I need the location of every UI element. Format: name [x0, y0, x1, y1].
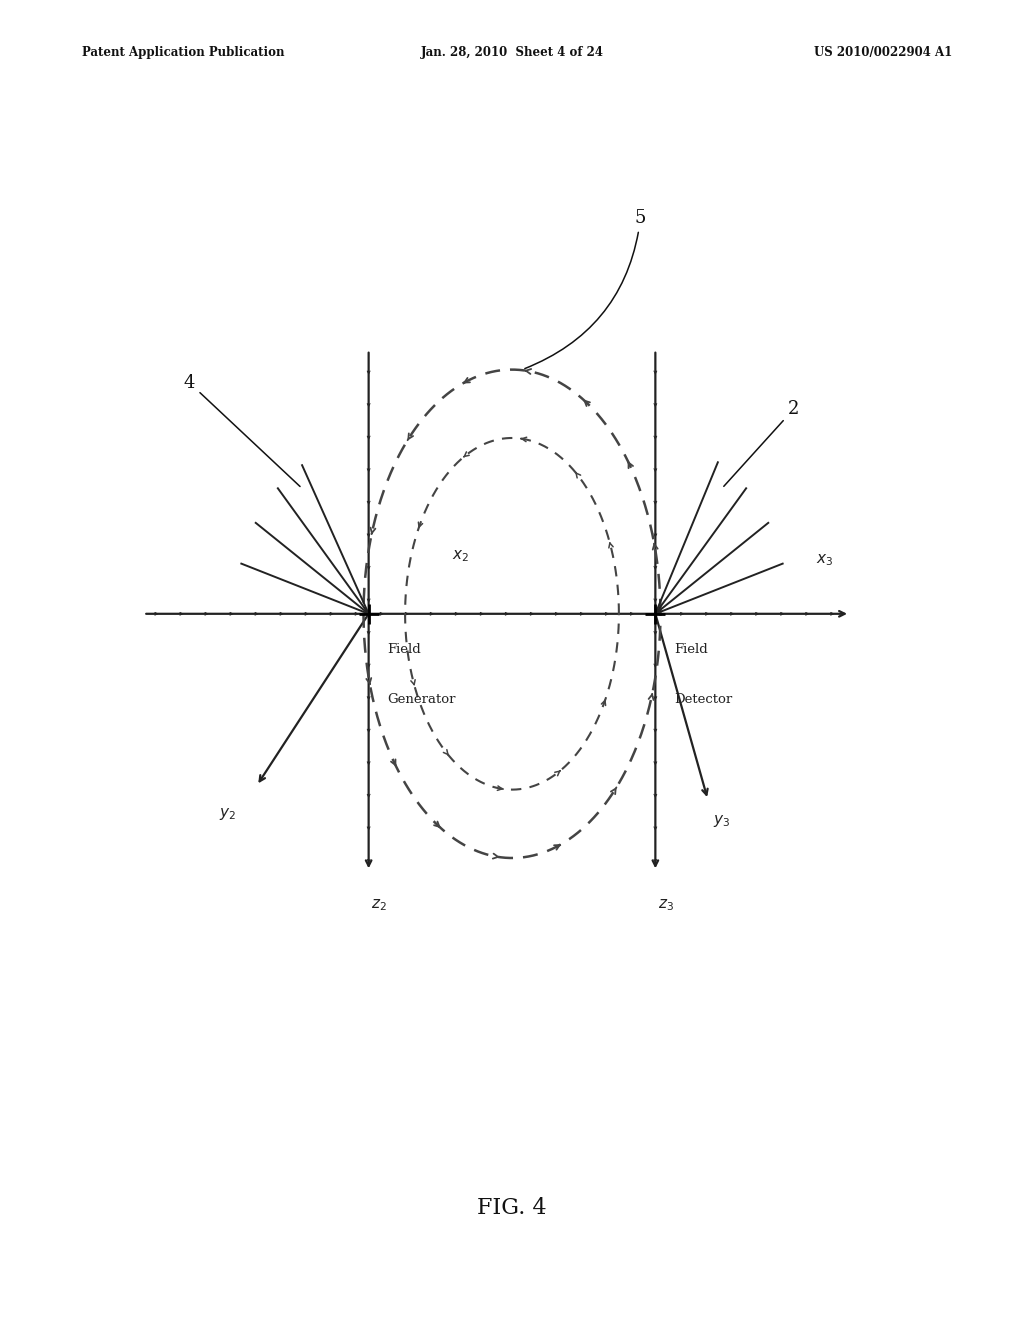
Text: FIG. 4: FIG. 4 [477, 1197, 547, 1218]
Text: Patent Application Publication: Patent Application Publication [82, 46, 285, 59]
Text: 2: 2 [724, 400, 800, 486]
Text: $x_3$: $x_3$ [816, 552, 833, 568]
Text: US 2010/0022904 A1: US 2010/0022904 A1 [814, 46, 952, 59]
Text: Jan. 28, 2010  Sheet 4 of 24: Jan. 28, 2010 Sheet 4 of 24 [421, 46, 603, 59]
Text: Generator: Generator [387, 693, 456, 706]
Text: $y_3$: $y_3$ [713, 813, 730, 829]
Text: Detector: Detector [674, 693, 732, 706]
Text: $z_3$: $z_3$ [657, 898, 674, 913]
Text: 4: 4 [183, 374, 300, 487]
Text: $z_2$: $z_2$ [371, 898, 387, 913]
Text: Field: Field [674, 643, 708, 656]
Text: $y_2$: $y_2$ [219, 805, 237, 821]
Text: 5: 5 [525, 209, 646, 368]
Text: $x_2$: $x_2$ [453, 548, 469, 564]
Text: Field: Field [387, 643, 421, 656]
